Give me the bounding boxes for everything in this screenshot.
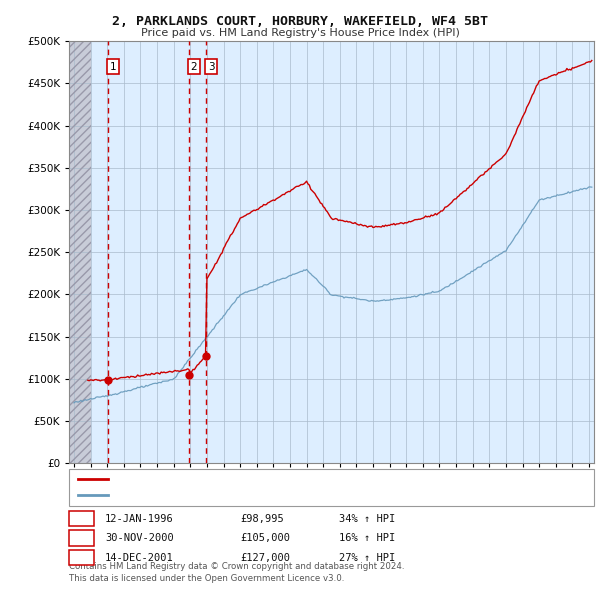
Text: 2, PARKLANDS COURT, HORBURY, WAKEFIELD, WF4 5BT: 2, PARKLANDS COURT, HORBURY, WAKEFIELD, … <box>112 15 488 28</box>
Text: HPI: Average price, detached house, Wakefield: HPI: Average price, detached house, Wake… <box>113 490 346 500</box>
Bar <box>69 41 91 463</box>
Text: 2: 2 <box>78 533 85 543</box>
Text: £105,000: £105,000 <box>240 533 290 543</box>
Text: 1: 1 <box>110 61 116 71</box>
Text: 1: 1 <box>78 514 85 523</box>
Text: 2: 2 <box>191 61 197 71</box>
Text: 27% ↑ HPI: 27% ↑ HPI <box>339 553 395 562</box>
Text: 3: 3 <box>208 61 215 71</box>
Text: Contains HM Land Registry data © Crown copyright and database right 2024.
This d: Contains HM Land Registry data © Crown c… <box>69 562 404 583</box>
Text: 12-JAN-1996: 12-JAN-1996 <box>105 514 174 523</box>
Bar <box>69 41 91 463</box>
Text: 34% ↑ HPI: 34% ↑ HPI <box>339 514 395 523</box>
Text: £127,000: £127,000 <box>240 553 290 562</box>
Text: 3: 3 <box>78 553 85 562</box>
Text: 14-DEC-2001: 14-DEC-2001 <box>105 553 174 562</box>
Text: 16% ↑ HPI: 16% ↑ HPI <box>339 533 395 543</box>
Text: £98,995: £98,995 <box>240 514 284 523</box>
Text: 30-NOV-2000: 30-NOV-2000 <box>105 533 174 543</box>
Text: Price paid vs. HM Land Registry's House Price Index (HPI): Price paid vs. HM Land Registry's House … <box>140 28 460 38</box>
Text: 2, PARKLANDS COURT, HORBURY, WAKEFIELD, WF4 5BT (detached house): 2, PARKLANDS COURT, HORBURY, WAKEFIELD, … <box>113 474 482 484</box>
